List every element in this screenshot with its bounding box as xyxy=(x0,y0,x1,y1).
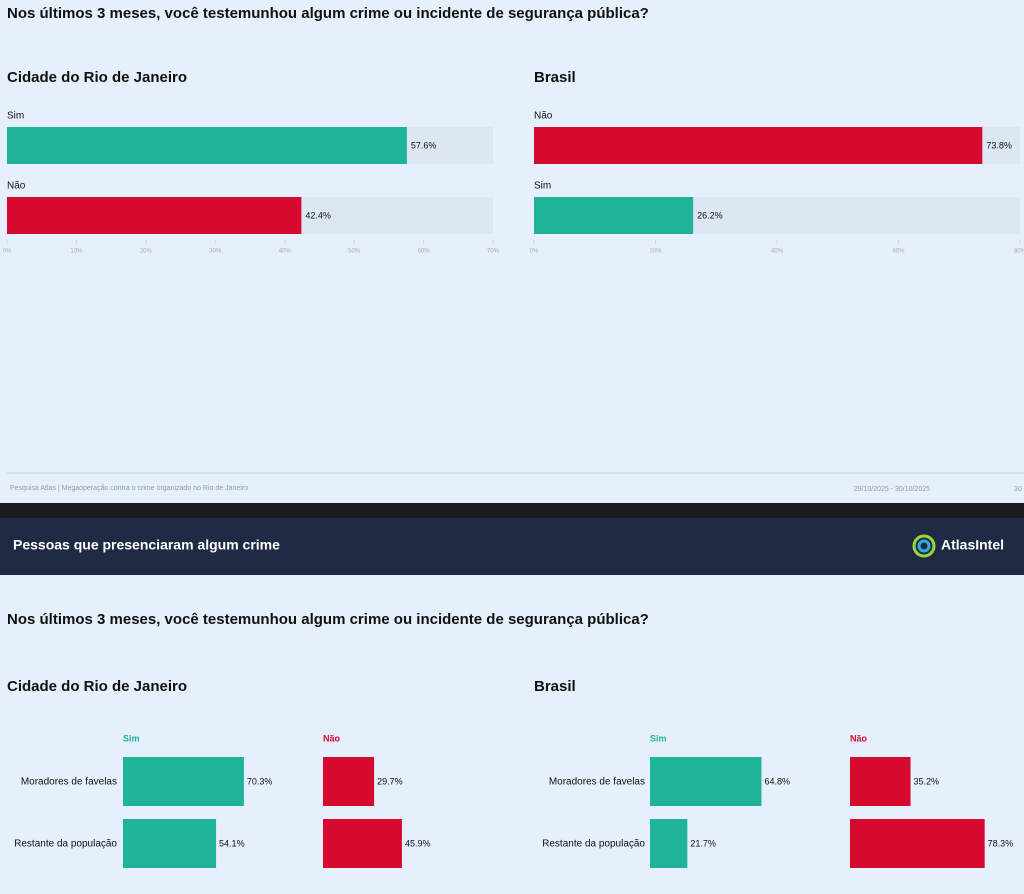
row-label: Moradores de favelas xyxy=(21,777,117,788)
row-label: Restante da população xyxy=(14,839,117,850)
banner-title: Pessoas que presenciaram algum crime xyxy=(13,537,280,553)
category-label: Não xyxy=(7,181,26,192)
bar xyxy=(850,757,911,806)
value-label: 70.3% xyxy=(247,776,273,786)
value-label: 21.7% xyxy=(690,838,716,848)
series-header: Sim xyxy=(650,733,667,743)
value-label: 54.1% xyxy=(219,838,245,848)
bar xyxy=(123,757,244,806)
value-label: 26.2% xyxy=(697,210,723,220)
value-label: 35.2% xyxy=(914,776,940,786)
bar xyxy=(650,819,688,868)
banner xyxy=(0,518,1024,575)
x-tick-label: 30% xyxy=(209,249,222,255)
brand-logo xyxy=(912,534,936,558)
value-label: 78.3% xyxy=(988,838,1014,848)
value-label: 42.4% xyxy=(305,210,331,220)
bar xyxy=(534,197,694,234)
category-label: Não xyxy=(534,111,553,122)
question: Nos últimos 3 meses, você testemunhou al… xyxy=(7,5,649,22)
bar xyxy=(323,757,375,806)
footer-dates: 29/10/2025 - 30/10/2025 xyxy=(854,486,930,493)
row-label: Moradores de favelas xyxy=(549,777,645,788)
chart-title: Cidade do Rio de Janeiro xyxy=(7,69,187,86)
value-label: 73.8% xyxy=(986,140,1012,150)
x-tick-label: 80% xyxy=(1014,249,1024,255)
bar xyxy=(7,127,407,164)
x-tick-label: 60% xyxy=(892,249,905,255)
bar xyxy=(323,819,402,868)
x-tick-label: 60% xyxy=(418,249,431,255)
x-tick-label: 10% xyxy=(70,249,83,255)
value-label: 64.8% xyxy=(764,776,790,786)
x-tick-label: 40% xyxy=(771,249,784,255)
footer-page: 30 xyxy=(1014,486,1022,493)
category-label: Sim xyxy=(7,111,24,122)
value-label: 29.7% xyxy=(377,776,403,786)
chart-title: Brasil xyxy=(534,69,576,86)
series-header: Não xyxy=(850,733,868,743)
bar xyxy=(7,197,302,234)
chart-title: Brasil xyxy=(534,678,576,695)
row-label: Restante da população xyxy=(542,839,645,850)
x-tick-label: 20% xyxy=(649,249,662,255)
bar xyxy=(650,757,762,806)
series-header: Sim xyxy=(123,733,140,743)
x-tick-label: 50% xyxy=(348,249,361,255)
series-header: Não xyxy=(323,733,341,743)
footer-source: Pesquisa Atlas | Megaoperação contra o c… xyxy=(10,485,248,492)
bar xyxy=(534,127,983,164)
question: Nos últimos 3 meses, você testemunhou al… xyxy=(7,611,649,628)
category-label: Sim xyxy=(534,181,551,192)
bar xyxy=(850,819,985,868)
value-label: 45.9% xyxy=(405,838,431,848)
x-tick-label: 40% xyxy=(279,249,292,255)
x-tick-label: 0% xyxy=(530,249,539,255)
chart-title: Cidade do Rio de Janeiro xyxy=(7,678,187,695)
value-label: 57.6% xyxy=(411,140,437,150)
bar xyxy=(123,819,217,868)
x-tick-label: 70% xyxy=(487,249,500,255)
brand-name: AtlasIntel xyxy=(941,537,1004,553)
x-tick-label: 0% xyxy=(3,249,12,255)
divider xyxy=(0,503,1024,518)
x-tick-label: 20% xyxy=(140,249,153,255)
